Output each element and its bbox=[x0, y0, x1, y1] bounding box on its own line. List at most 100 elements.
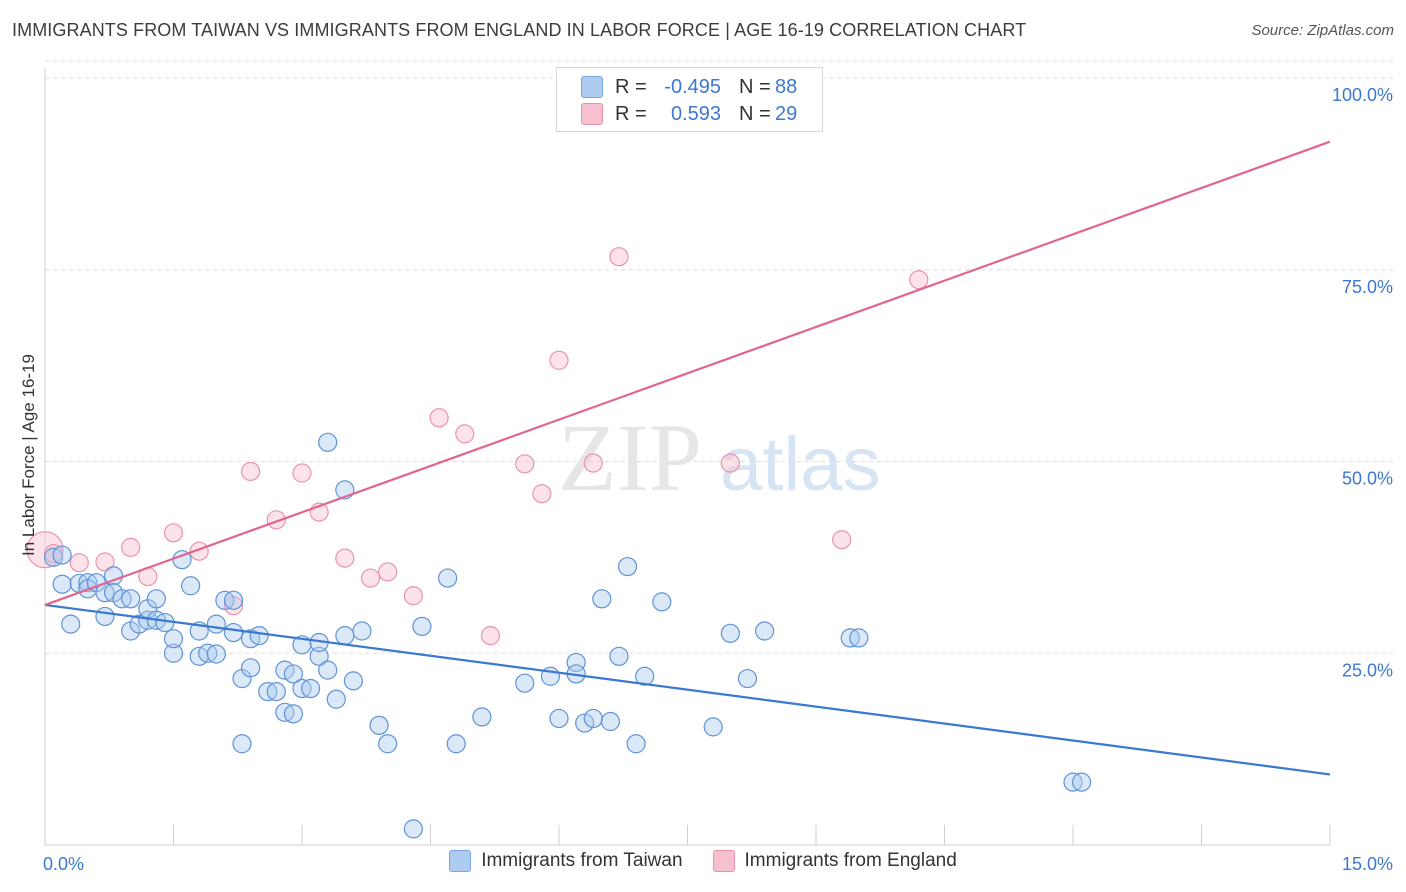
england-point bbox=[69, 553, 89, 573]
taiwan-point bbox=[52, 574, 72, 594]
taiwan-point bbox=[617, 556, 638, 577]
england-point bbox=[429, 408, 449, 428]
taiwan-point bbox=[849, 628, 869, 648]
r-label: R = bbox=[615, 102, 647, 125]
taiwan-swatch bbox=[581, 76, 603, 98]
taiwan-point bbox=[412, 616, 432, 637]
y-axis-label: In Labor Force | Age 16-19 bbox=[19, 354, 38, 556]
taiwan-point bbox=[300, 678, 321, 699]
england-point bbox=[480, 626, 501, 646]
england-point bbox=[378, 562, 398, 582]
taiwan-point bbox=[754, 621, 775, 641]
taiwan-point bbox=[592, 589, 612, 609]
chart-title: IMMIGRANTS FROM TAIWAN VS IMMIGRANTS FRO… bbox=[12, 20, 1027, 40]
taiwan-point bbox=[52, 545, 72, 565]
taiwan-point bbox=[206, 644, 226, 664]
england-point bbox=[335, 548, 355, 568]
grid-lines bbox=[45, 60, 1395, 654]
y-tick-label: 100.0% bbox=[1332, 85, 1393, 105]
stats-row-taiwan: R = -0.495 N = 88 bbox=[581, 73, 797, 101]
taiwan-point bbox=[549, 708, 569, 729]
england-point bbox=[583, 453, 603, 473]
england-legend-swatch bbox=[712, 850, 735, 872]
england-point bbox=[720, 453, 740, 473]
x-tick-label: 15.0% bbox=[1342, 854, 1393, 874]
stats-row-england: R = 0.593 N = 29 bbox=[581, 100, 797, 128]
taiwan-point bbox=[737, 668, 758, 689]
n-value: 29 bbox=[775, 102, 798, 125]
england-points bbox=[26, 68, 929, 646]
watermark-zip: ZIP bbox=[558, 404, 702, 511]
taiwan-point bbox=[515, 673, 535, 693]
taiwan-point bbox=[181, 576, 201, 596]
england-point bbox=[455, 424, 475, 444]
taiwan-point bbox=[378, 734, 398, 754]
x-tick-label: 0.0% bbox=[43, 854, 84, 874]
taiwan-point bbox=[352, 621, 372, 641]
taiwan-point bbox=[343, 671, 363, 691]
legend-label-taiwan: Immigrants from Taiwan bbox=[481, 850, 683, 871]
taiwan-point bbox=[446, 734, 466, 754]
england-point bbox=[549, 350, 569, 370]
taiwan-point bbox=[163, 643, 184, 663]
r-value: -0.495 bbox=[664, 75, 721, 98]
england-point bbox=[360, 568, 381, 588]
england-point bbox=[609, 247, 629, 267]
y-tick-label: 75.0% bbox=[1342, 277, 1393, 297]
taiwan-point bbox=[720, 623, 740, 643]
england-point bbox=[832, 530, 852, 550]
taiwan-point bbox=[369, 715, 389, 735]
taiwan-point bbox=[266, 681, 286, 702]
england-point bbox=[909, 270, 929, 290]
y-tick-label: 50.0% bbox=[1342, 469, 1393, 489]
england-point bbox=[532, 484, 552, 504]
taiwan-point bbox=[95, 606, 115, 627]
taiwan-point bbox=[652, 592, 672, 612]
england-point bbox=[515, 454, 535, 474]
axes bbox=[44, 68, 1331, 846]
n-label: N = bbox=[739, 75, 771, 98]
watermark-atlas: atlas bbox=[720, 422, 881, 507]
england-swatch bbox=[581, 103, 603, 125]
taiwan-point bbox=[249, 626, 269, 646]
taiwan-point bbox=[438, 568, 458, 588]
england-point bbox=[121, 537, 141, 558]
trend-lines bbox=[44, 140, 1331, 776]
taiwan-point bbox=[575, 713, 595, 733]
taiwan-trend-line bbox=[44, 603, 1331, 776]
taiwan-point bbox=[121, 589, 141, 609]
taiwan-point bbox=[206, 614, 226, 634]
taiwan-point bbox=[146, 589, 166, 609]
taiwan-point bbox=[103, 566, 124, 586]
england-trend-line bbox=[44, 140, 1331, 606]
taiwan-point bbox=[326, 689, 346, 709]
england-point bbox=[403, 586, 423, 606]
stats-box: R = -0.495 N = 88 R = 0.593 N = 29 bbox=[556, 67, 823, 132]
n-value: 88 bbox=[775, 75, 798, 98]
legend: Immigrants from Taiwan Immigrants from E… bbox=[0, 850, 1406, 872]
taiwan-point bbox=[61, 614, 81, 634]
taiwan-point bbox=[566, 652, 586, 673]
taiwan-point bbox=[283, 664, 304, 684]
taiwan-point bbox=[318, 660, 338, 680]
taiwan-point bbox=[635, 666, 655, 686]
taiwan-point bbox=[335, 626, 355, 646]
n-label: N = bbox=[739, 102, 771, 125]
legend-item-taiwan[interactable]: Immigrants from Taiwan bbox=[449, 850, 683, 872]
england-point bbox=[241, 461, 261, 482]
tick-labels: 25.0% 50.0% 75.0% 100.0% 0.0% 15.0% bbox=[43, 85, 1393, 874]
taiwan-point bbox=[609, 646, 629, 666]
taiwan-point bbox=[703, 717, 723, 737]
taiwan-point bbox=[472, 707, 492, 727]
england-point bbox=[292, 463, 312, 483]
taiwan-point bbox=[600, 711, 621, 732]
taiwan-point bbox=[1071, 772, 1092, 792]
legend-item-england[interactable]: Immigrants from England bbox=[712, 850, 957, 872]
r-value: 0.593 bbox=[670, 102, 721, 125]
taiwan-legend-swatch bbox=[449, 850, 472, 872]
taiwan-points bbox=[43, 432, 1092, 839]
england-point bbox=[163, 523, 184, 543]
taiwan-point bbox=[163, 629, 184, 649]
taiwan-point bbox=[223, 622, 244, 643]
